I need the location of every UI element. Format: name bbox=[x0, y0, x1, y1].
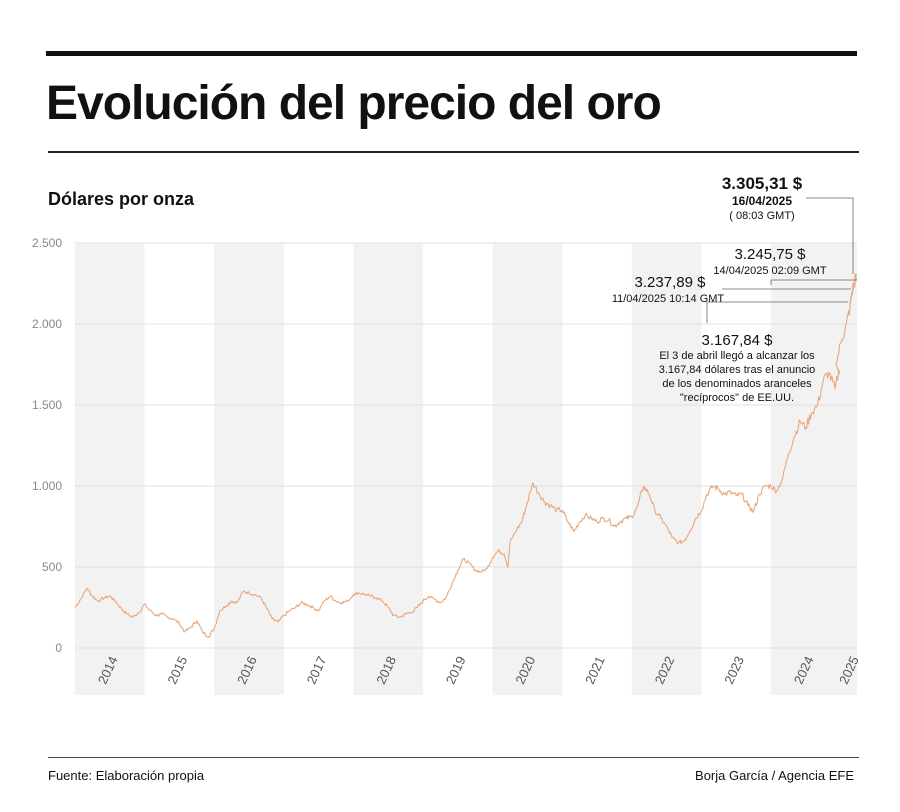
annotations: 3.305,31 $16/04/2025 ( 08:03 GMT) 3.245,75… bbox=[612, 174, 827, 404]
leader-line bbox=[806, 197, 854, 274]
y-axis-label: Dólares por onza bbox=[48, 189, 195, 209]
year-bands bbox=[75, 243, 857, 695]
x-tick-label: 2015 bbox=[164, 654, 190, 687]
x-tick-label: 2019 bbox=[443, 654, 469, 687]
y-tick-label: 1.000 bbox=[32, 479, 62, 493]
y-tick-label: 1.500 bbox=[32, 398, 62, 412]
y-tick-label: 2.000 bbox=[32, 317, 62, 331]
annotation-note-line: El 3 de abril llegó a alcanzar los bbox=[659, 350, 815, 362]
source-note: Fuente: Elaboración propia bbox=[48, 768, 205, 783]
x-tick-labels: 2014 2015 2016 2017 2018 2019 2020 2021 2022 2023… bbox=[95, 654, 862, 687]
year-band bbox=[836, 243, 857, 695]
annotation-note-line: "recíprocos" de EE.UU. bbox=[680, 392, 794, 404]
annotation-date: 16/04/2025 bbox=[732, 194, 792, 208]
annotation-value: 3.167,84 $ bbox=[702, 332, 774, 349]
annotation-date: 11/04/2025 10:14 GMT bbox=[612, 293, 725, 305]
gold-price-chart: 0 500 1.000 1.500 2.000 2.500 2014 2015 2016 201… bbox=[32, 174, 862, 695]
year-band bbox=[214, 243, 284, 695]
y-tick-label: 500 bbox=[42, 560, 62, 574]
annotation-leaders bbox=[706, 197, 857, 323]
top-rule bbox=[46, 51, 857, 56]
y-tick-labels: 0 500 1.000 1.500 2.000 2.500 bbox=[32, 236, 62, 655]
x-tick-label: 2017 bbox=[304, 654, 330, 687]
year-band bbox=[353, 243, 423, 695]
footer-rule bbox=[48, 757, 859, 758]
grid-lines bbox=[75, 242, 857, 649]
year-band bbox=[771, 243, 841, 695]
title-rule bbox=[48, 151, 859, 153]
annotation-value: 3.237,89 $ bbox=[635, 274, 707, 291]
leader-line bbox=[770, 279, 857, 285]
price-line bbox=[74, 273, 857, 638]
y-tick-label: 2.500 bbox=[32, 236, 62, 250]
annotation-date: 14/04/2025 02:09 GMT bbox=[713, 265, 826, 277]
annotation-note-line: de los denominados aranceles bbox=[662, 378, 812, 390]
x-tick-label: 2023 bbox=[721, 654, 747, 687]
year-band bbox=[631, 243, 702, 695]
page-title: Evolución del precio del oro bbox=[46, 77, 662, 130]
y-tick-label: 0 bbox=[55, 641, 62, 655]
annotation-value: 3.245,75 $ bbox=[735, 246, 807, 263]
x-tick-label: 2021 bbox=[582, 654, 608, 687]
credit-note: Borja García / Agencia EFE bbox=[695, 768, 854, 783]
annotation-value: 3.305,31 $ bbox=[722, 174, 803, 193]
leader-line bbox=[706, 301, 848, 323]
year-band bbox=[75, 243, 145, 695]
year-band bbox=[492, 243, 563, 695]
annotation-time: ( 08:03 GMT) bbox=[729, 210, 794, 222]
annotation-note-line: 3.167,84 dólares tras el anuncio bbox=[659, 364, 816, 376]
